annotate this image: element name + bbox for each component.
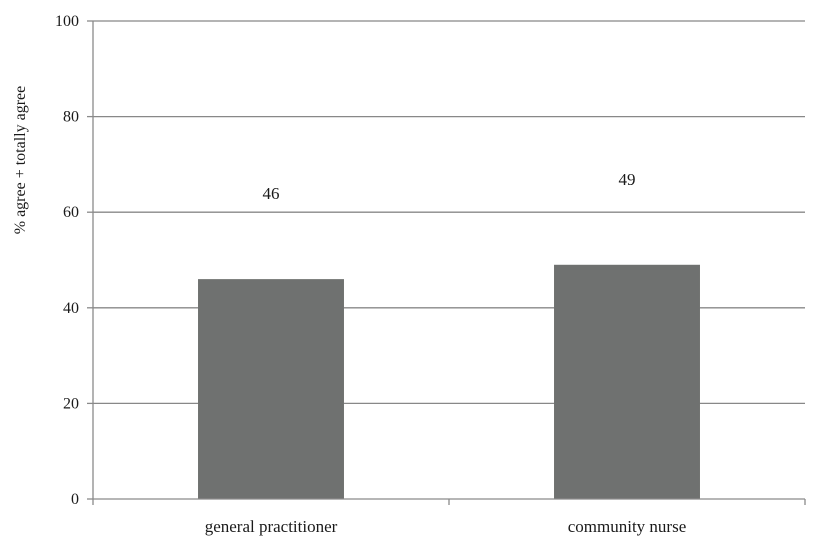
category-label-1: general practitioner: [205, 517, 338, 536]
axes: [87, 20, 806, 505]
category-labels: general practitioner community nurse: [205, 517, 687, 536]
y-tick-labels: 0 20 40 60 80 100: [55, 13, 79, 508]
y-tick-label-80: 80: [63, 109, 79, 126]
bar-2: [554, 264, 700, 499]
y-tick-label-0: 0: [71, 491, 79, 508]
y-tick-label-100: 100: [55, 13, 79, 30]
bars: [198, 264, 700, 499]
y-tick-label-20: 20: [63, 395, 79, 412]
data-label-1: 46: [263, 184, 280, 203]
data-labels: 46 49: [263, 170, 636, 203]
y-tick-label-40: 40: [63, 300, 79, 317]
data-label-2: 49: [619, 170, 636, 189]
y-tick-label-60: 60: [63, 204, 79, 221]
category-label-2: community nurse: [568, 517, 687, 536]
y-axis-title: % agree + totally agree: [12, 86, 29, 235]
bar-1: [198, 279, 344, 499]
